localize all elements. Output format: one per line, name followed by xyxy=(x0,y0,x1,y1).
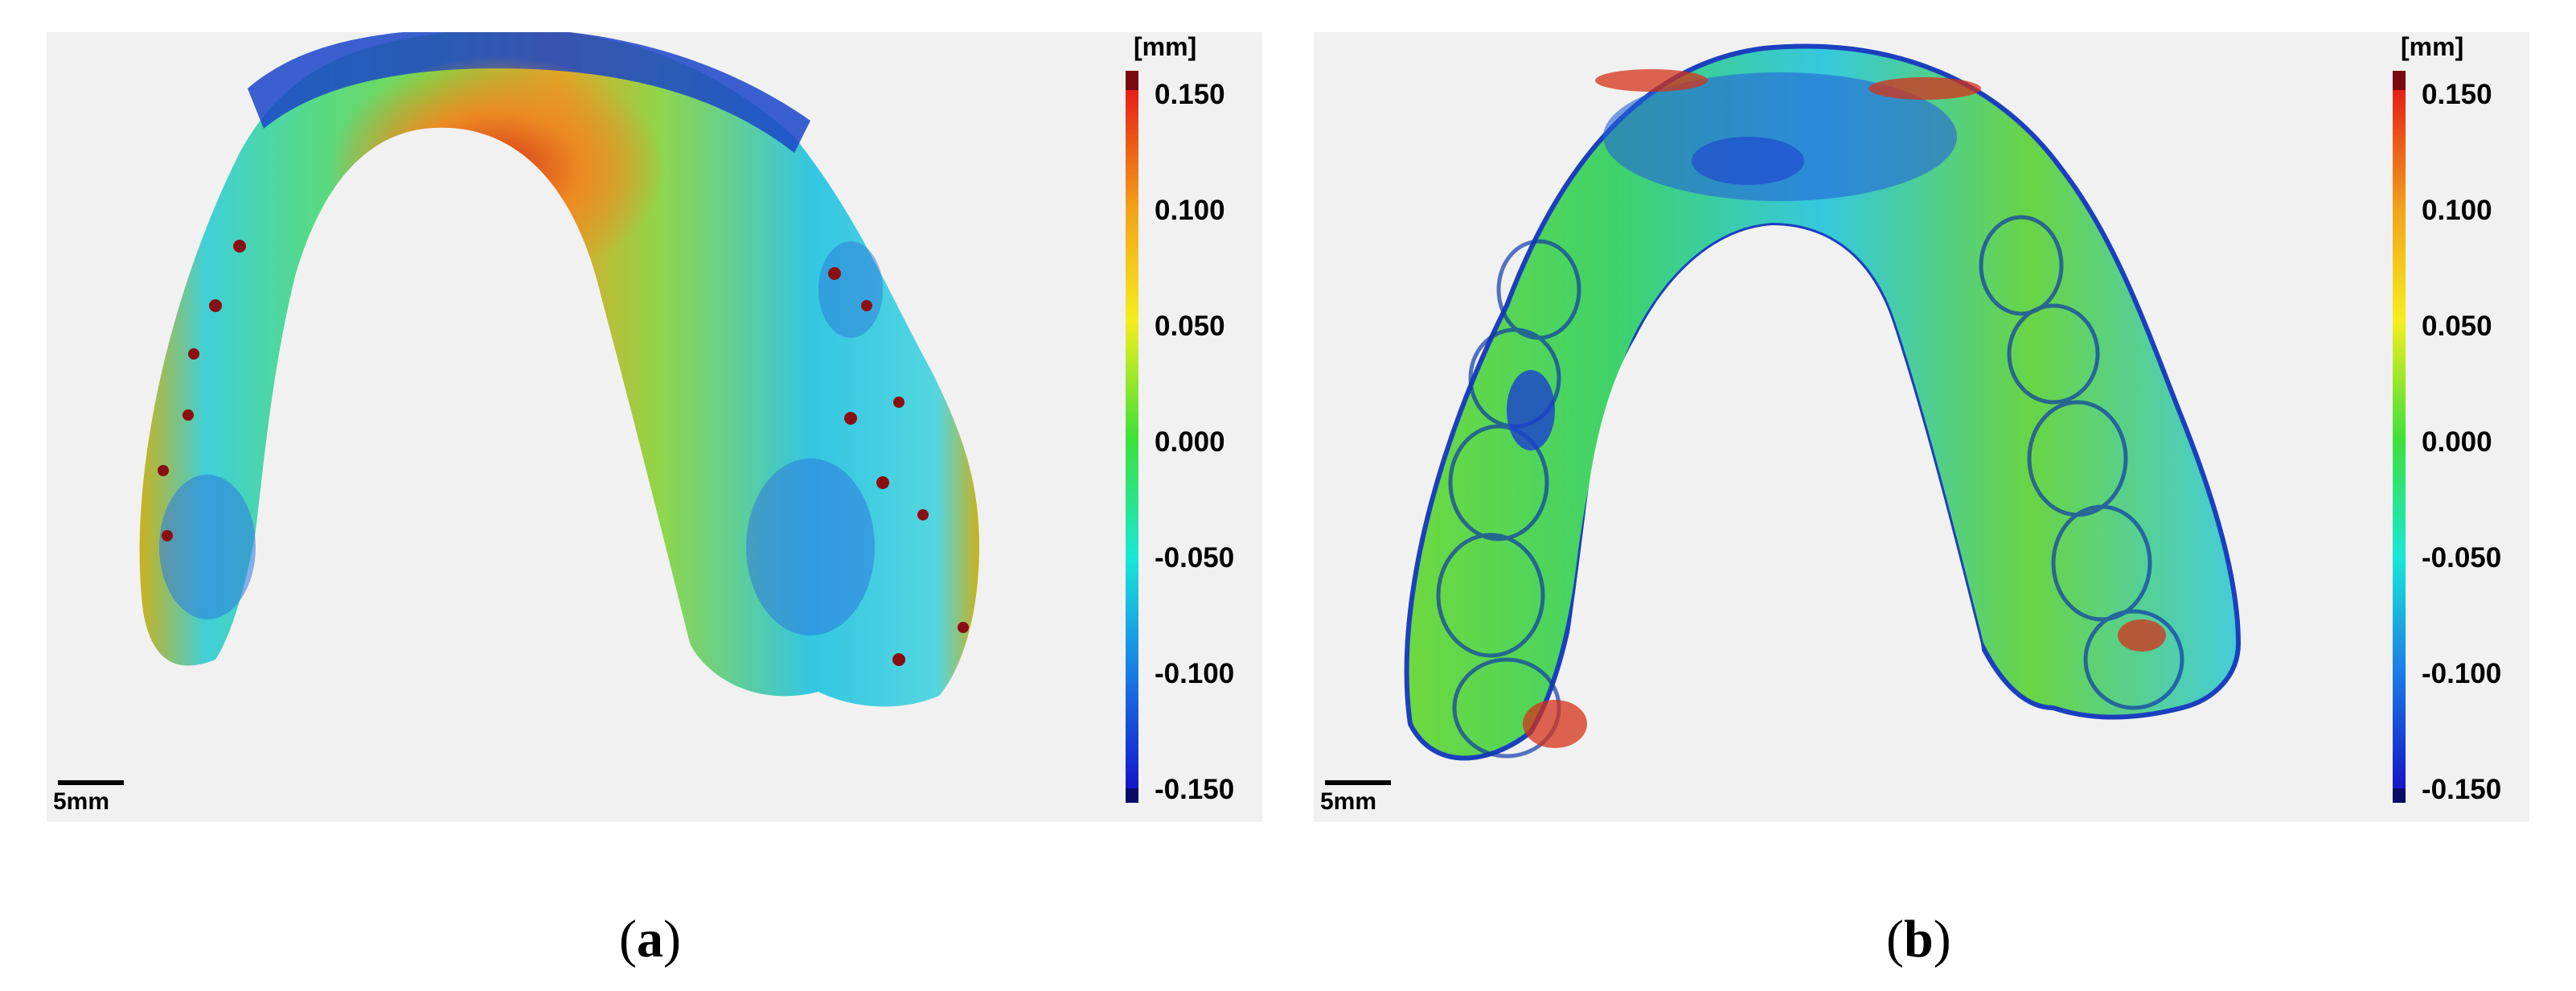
panel-b: [mm] 0.150 0.100 0.050 0.000 -0.050 -0.1… xyxy=(1314,32,2529,822)
panel-b-deviation-map xyxy=(1404,43,2406,803)
colorbar-tick: 0.100 xyxy=(1155,195,1225,226)
colorbar-unit: [mm] xyxy=(2401,32,2464,61)
caption-letter: a xyxy=(636,910,663,968)
scale-bar xyxy=(58,780,124,785)
panel-a: [mm] 0.150 0.100 0.050 0.000 -0.050 -0.1… xyxy=(47,32,1262,822)
scale-bar xyxy=(1325,780,1391,785)
colorbar-tick: -0.150 xyxy=(1155,774,1235,805)
colorbar-tick: 0.150 xyxy=(2422,79,2492,110)
colorbar-tick: -0.150 xyxy=(2422,774,2502,805)
caption-b: (b) xyxy=(1886,910,1951,968)
colorbar-tick: 0.100 xyxy=(2422,195,2492,226)
colorbar-tick: -0.050 xyxy=(1155,542,1235,574)
colorbar-unit: [mm] xyxy=(1134,32,1197,61)
colorbar-tick: 0.000 xyxy=(1155,426,1225,458)
caption-a: (a) xyxy=(619,910,681,968)
colorbar-tick: -0.100 xyxy=(1155,658,1235,689)
colorbar-tick: 0.050 xyxy=(2422,310,2492,342)
panel-a-deviation-map xyxy=(139,32,1138,803)
colorbar-tick: 0.150 xyxy=(1155,79,1225,110)
caption-letter: b xyxy=(1903,910,1934,968)
scale-bar-label: 5mm xyxy=(1320,788,1377,815)
colorbar-tick: 0.000 xyxy=(2422,426,2492,458)
scale-bar-label: 5mm xyxy=(53,788,110,815)
colorbar-tick: -0.100 xyxy=(2422,658,2502,689)
colorbar-tick: 0.050 xyxy=(1155,310,1225,342)
colorbar-tick: -0.050 xyxy=(2422,542,2502,574)
